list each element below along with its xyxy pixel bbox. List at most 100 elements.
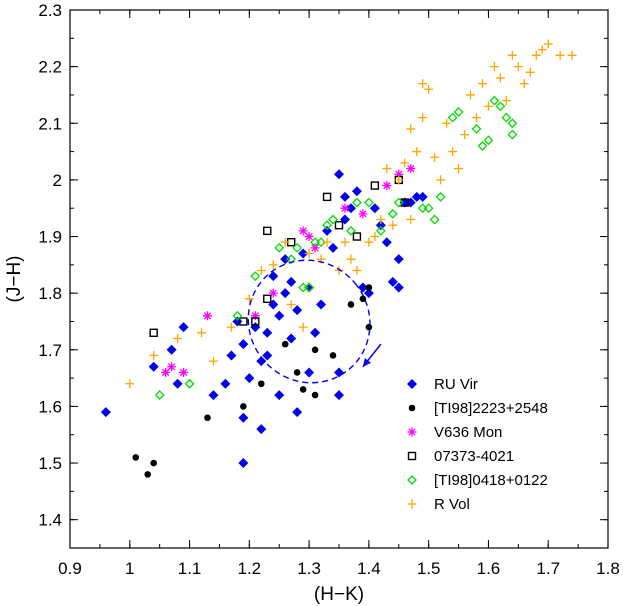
y-tick-label: 2.2 (38, 58, 62, 77)
data-point (292, 407, 303, 418)
data-point (286, 254, 297, 265)
series-1 (132, 284, 373, 478)
legend-marker (407, 475, 417, 485)
data-point (369, 203, 380, 214)
data-point (501, 112, 512, 123)
data-point (250, 311, 260, 321)
data-point (238, 412, 249, 423)
data-point (418, 113, 428, 123)
data-point (263, 226, 272, 236)
data-point (256, 424, 267, 435)
data-point (280, 237, 290, 247)
data-point (238, 458, 249, 469)
data-point (399, 197, 410, 208)
data-point (375, 225, 386, 236)
data-point (435, 191, 446, 202)
y-tick-label: 1.7 (38, 341, 62, 360)
data-point (537, 45, 547, 55)
data-point (489, 62, 499, 72)
legend: RU Vir [TI98]2223+2548 V636 Mon 07373-4021 [… (407, 376, 548, 513)
data-point (393, 254, 404, 265)
data-point (286, 333, 297, 344)
data-point (489, 95, 500, 106)
data-point (400, 198, 409, 207)
data-point (148, 361, 159, 372)
data-point (149, 350, 159, 360)
data-point (322, 225, 333, 236)
legend-marker (408, 404, 416, 412)
data-point (430, 152, 440, 162)
data-point (381, 237, 392, 248)
data-point (238, 339, 249, 350)
data-point (370, 232, 380, 242)
y-tick-label: 1.4 (38, 511, 62, 530)
data-point (244, 373, 255, 384)
series-5 (125, 39, 577, 389)
data-point (202, 311, 212, 321)
data-point (334, 220, 344, 230)
data-point (197, 328, 207, 338)
data-point (357, 282, 368, 293)
legend-label: [TI98]2223+2548 (434, 400, 548, 417)
legend-entry: [TI98]0418+0122 (407, 472, 548, 489)
data-point (400, 158, 410, 168)
data-point (311, 346, 319, 354)
data-point (393, 197, 404, 208)
series-0 (100, 169, 428, 469)
data-point (507, 50, 517, 60)
data-point (334, 367, 344, 378)
data-point (471, 124, 482, 134)
data-point (256, 356, 267, 367)
data-point (363, 288, 374, 299)
data-point (339, 191, 350, 202)
data-point (359, 295, 367, 303)
data-point (322, 237, 332, 247)
data-point (178, 322, 189, 333)
data-point (382, 181, 392, 191)
dashed-ellipse (247, 259, 371, 384)
legend-label: R Vol (434, 496, 470, 513)
legend-entry: R Vol (407, 496, 470, 513)
data-point (340, 237, 350, 247)
data-point (304, 282, 315, 293)
y-tick-label: 1.5 (38, 454, 62, 473)
data-point (298, 322, 308, 332)
data-point (382, 164, 392, 174)
data-point (328, 214, 338, 225)
data-point (375, 220, 386, 231)
data-point (286, 276, 297, 287)
data-point (447, 112, 458, 123)
y-tick-label: 1.6 (38, 397, 62, 416)
data-point (483, 101, 493, 111)
data-point (411, 191, 422, 202)
legend-marker (407, 451, 417, 461)
x-axis-title: (H−K) (314, 584, 364, 605)
data-point (334, 390, 344, 401)
data-point (352, 197, 362, 208)
data-point (429, 214, 440, 225)
series-4 (154, 95, 518, 401)
legend-entry: V636 Mon (407, 424, 502, 441)
data-point (417, 191, 428, 202)
data-point (154, 390, 165, 401)
y-tick-label: 1.9 (38, 228, 62, 247)
data-point (204, 414, 211, 422)
data-point (304, 367, 315, 378)
data-point (340, 203, 350, 213)
data-point (406, 215, 416, 225)
data-point (292, 242, 303, 253)
data-point (304, 282, 315, 293)
data-point (316, 299, 327, 310)
data-point (208, 390, 219, 401)
data-point (328, 242, 339, 253)
data-point (220, 378, 231, 389)
data-point (173, 333, 183, 343)
axes: 0.9 1 1.1 1.2 1.3 1.4 1.5 1.6 1.7 1.8 1.4 1.5 1.6 1.7… (38, 1, 619, 578)
data-point (358, 209, 368, 219)
data-point (388, 220, 398, 230)
data-point (316, 237, 326, 248)
data-point (268, 271, 279, 282)
data-point (531, 50, 541, 60)
data-point (406, 164, 416, 174)
